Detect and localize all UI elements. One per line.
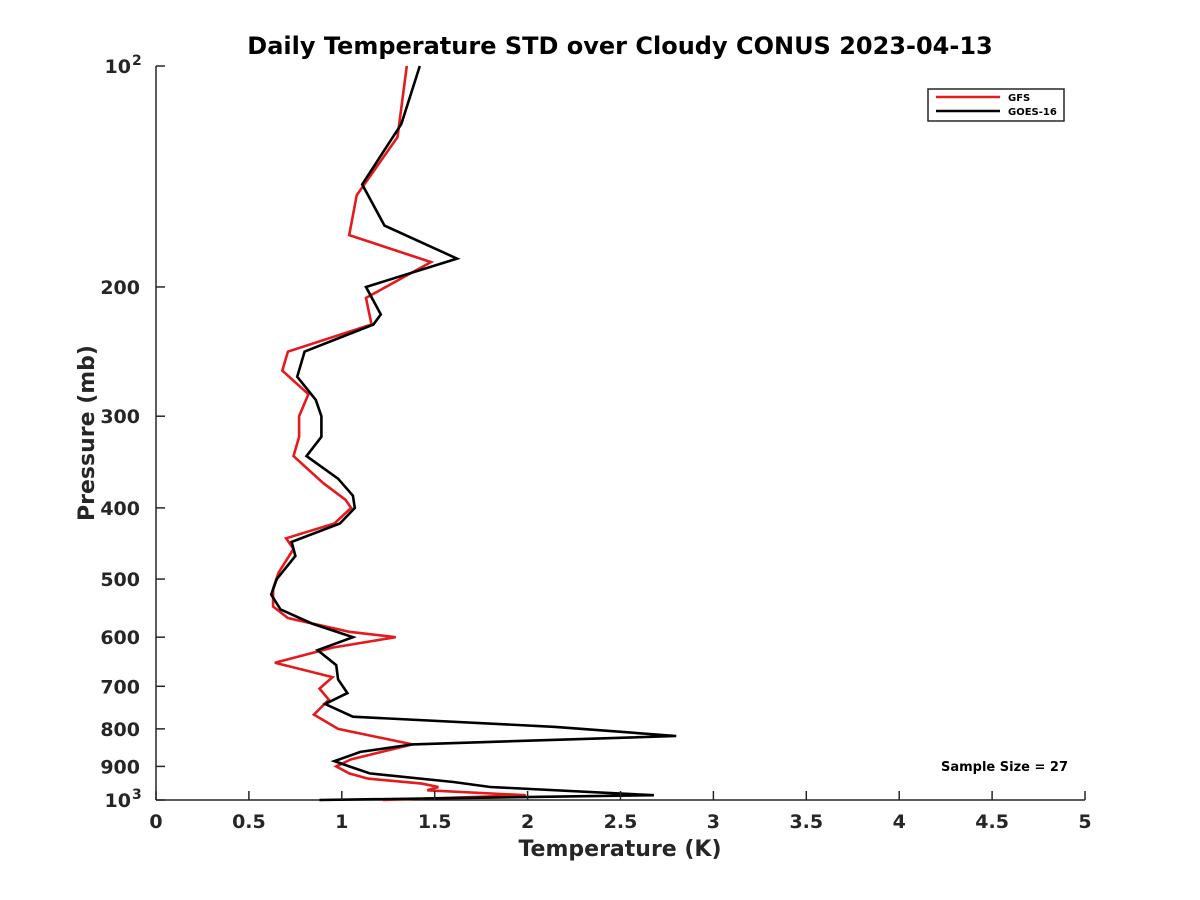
x-tick-label: 2.5 <box>604 811 638 833</box>
x-axis-title: Temperature (K) <box>518 837 721 862</box>
x-tick-label: 4.5 <box>975 811 1009 833</box>
legend-label-goes16: GOES-16 <box>1008 107 1057 118</box>
x-tick-label: 1.5 <box>418 811 452 833</box>
y-tick-label: 300 <box>100 406 140 428</box>
legend: GFS GOES-16 <box>927 88 1065 122</box>
y-tick-label: 600 <box>100 627 140 649</box>
y-tick-label: 10 <box>105 56 131 78</box>
series-line-goes16 <box>269 65 677 802</box>
x-tick-label: 5 <box>1078 811 1091 833</box>
y-tick-label: 500 <box>100 569 140 591</box>
y-tick-label-exponent: 3 <box>132 787 142 803</box>
plot-area <box>155 65 1085 802</box>
y-tick-label: 400 <box>100 498 140 520</box>
series-layer <box>269 65 677 802</box>
y-tick-label: 200 <box>100 277 140 299</box>
legend-label-gfs: GFS <box>1008 93 1030 104</box>
chart-title: Daily Temperature STD over Cloudy CONUS … <box>247 32 992 60</box>
x-tick-label: 0 <box>149 811 162 833</box>
x-axis-ticks: 0 0.5 1 1.5 2 2.5 3 3.5 4 4.5 5 <box>149 791 1092 833</box>
x-tick-label: 4 <box>893 811 906 833</box>
series-line-gfs <box>271 65 526 802</box>
y-tick-label: 700 <box>100 676 140 698</box>
y-tick-label: 900 <box>100 756 140 778</box>
x-tick-label: 1 <box>335 811 348 833</box>
y-tick-label: 800 <box>100 719 140 741</box>
x-tick-label: 3.5 <box>789 811 823 833</box>
x-tick-label: 2 <box>521 811 534 833</box>
sample-size-annotation: Sample Size = 27 <box>941 760 1068 775</box>
y-tick-label: 10 <box>105 790 131 812</box>
y-tick-label-exponent: 2 <box>132 53 142 69</box>
y-axis-title: Pressure (mb) <box>75 345 100 521</box>
x-tick-label: 0.5 <box>232 811 266 833</box>
x-tick-label: 3 <box>707 811 720 833</box>
legend-box <box>927 88 1065 122</box>
